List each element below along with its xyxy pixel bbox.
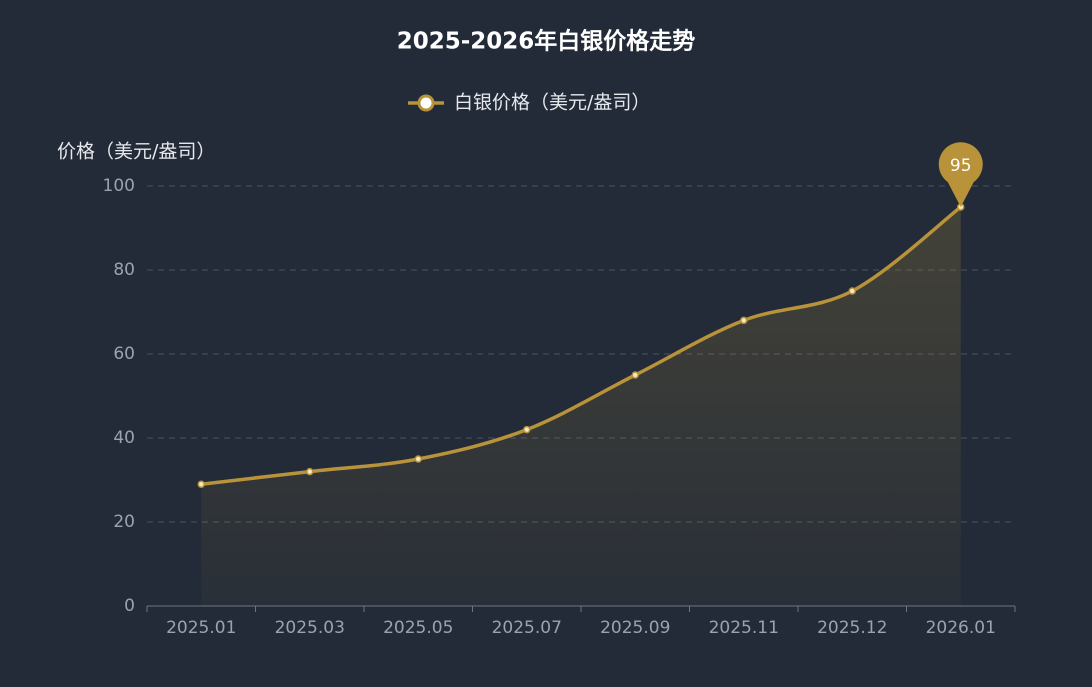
x-tick-label: 2026.01 bbox=[926, 618, 996, 638]
y-tick-label: 100 bbox=[103, 176, 135, 196]
point bbox=[523, 425, 531, 434]
chart-title: 2025-2026年白银价格走势 bbox=[397, 28, 696, 55]
max-label: 95 bbox=[950, 156, 972, 176]
max-pin bbox=[938, 142, 983, 207]
x-tick-label: 2025.03 bbox=[275, 618, 345, 638]
point bbox=[414, 455, 422, 463]
y-tick-label: 80 bbox=[113, 260, 135, 280]
point bbox=[848, 287, 856, 295]
area bbox=[201, 207, 961, 606]
x-tick-label: 2025.11 bbox=[709, 618, 779, 638]
point bbox=[306, 467, 314, 476]
x-tick-label: 2025.07 bbox=[492, 618, 562, 638]
y-tick-label: 20 bbox=[113, 512, 135, 532]
x-tick-label: 2025.01 bbox=[166, 618, 236, 638]
legend-label: 白银价格（美元/盎司） bbox=[454, 92, 650, 114]
y-tick-label: 0 bbox=[124, 596, 135, 616]
x-tick-label: 2025.12 bbox=[817, 618, 887, 638]
y-axis-label: 价格（美元/盎司） bbox=[57, 141, 215, 163]
x-tick-label: 2025.09 bbox=[600, 618, 670, 638]
x-tick-label: 2025.05 bbox=[383, 618, 453, 638]
legend-marker bbox=[417, 94, 435, 112]
point bbox=[197, 480, 205, 488]
point bbox=[740, 316, 748, 325]
point bbox=[631, 371, 639, 379]
line bbox=[201, 205, 962, 486]
y-tick-label: 40 bbox=[113, 428, 135, 448]
y-tick-label: 60 bbox=[113, 344, 135, 364]
